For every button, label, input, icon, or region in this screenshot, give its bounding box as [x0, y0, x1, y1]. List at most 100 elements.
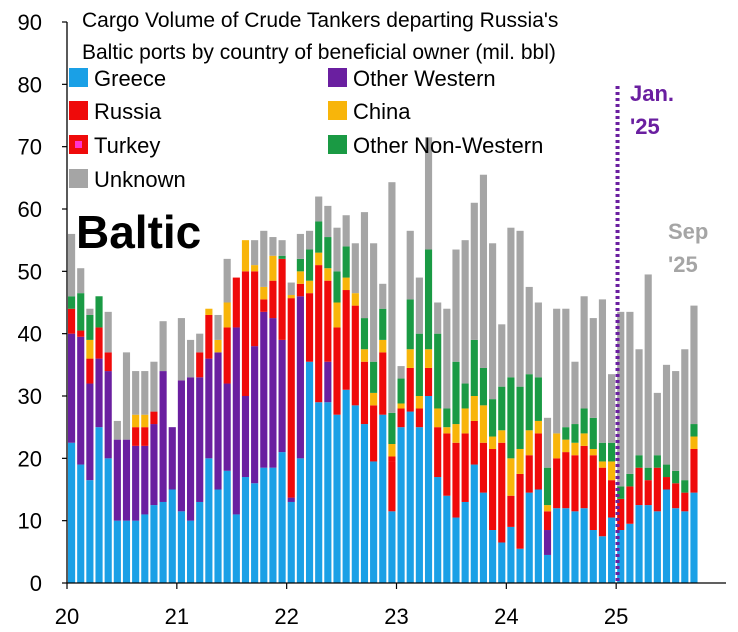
bar-segment-turkey-35: [388, 456, 396, 462]
bar-segment-unknown-35: [388, 182, 396, 413]
bar-segment-china-26: [305, 280, 314, 294]
bar-segment-other-non-western-66: [672, 470, 680, 484]
bar-segment-other-non-western-58: [598, 442, 607, 462]
bar-segment-russia-23: [278, 258, 286, 340]
bar-segment-china-55: [571, 442, 579, 456]
y-tick-label: 10: [18, 509, 42, 534]
bars: [68, 137, 698, 583]
bar-segment-other-non-western-30: [342, 246, 350, 278]
bar-segment-other-non-western-45: [479, 367, 488, 406]
bar-segment-other-non-western-44: [470, 339, 478, 396]
bar-segment-other-western-7: [132, 445, 140, 521]
bar-segment-greece-31: [351, 405, 359, 583]
bar-segment-unknown-46: [489, 243, 497, 400]
bar-segment-greece-40: [434, 477, 442, 583]
bar-segment-greece-22: [269, 467, 277, 583]
bar-segment-russia-30: [342, 290, 350, 390]
bar-segment-other-western-24: [287, 497, 295, 502]
bar-segment-other-western-5: [113, 439, 121, 521]
y-tick-label: 50: [18, 259, 42, 284]
bar-segment-unknown-28: [324, 205, 332, 238]
bar-segment-unknown-21: [260, 230, 268, 287]
bar-segment-greece-57: [589, 530, 597, 583]
bar-segment-greece-29: [333, 414, 341, 583]
bar-segment-other-non-western-41: [443, 408, 451, 428]
bar-segment-china-37: [406, 349, 414, 368]
bar-segment-other-western-2: [86, 383, 94, 481]
bar-segment-other-non-western-56: [580, 408, 588, 434]
bar-segment-other-western-52: [543, 530, 552, 555]
bar-segment-greece-47: [498, 542, 506, 583]
bar-segment-greece-54: [562, 508, 570, 583]
bar-segment-unknown-58: [598, 299, 607, 443]
bar-segment-greece-58: [598, 536, 607, 583]
bar-segment-greece-5: [113, 520, 121, 583]
bar-segment-unknown-12: [177, 318, 185, 381]
bar-segment-unknown-52: [543, 417, 552, 468]
bar-segment-china-22: [269, 255, 277, 281]
y-tick-label: 70: [18, 135, 42, 160]
bar-segment-other-non-western-23: [278, 255, 286, 259]
bar-segment-greece-44: [470, 464, 478, 583]
bar-segment-other-non-western-28: [324, 237, 332, 269]
bar-segment-unknown-45: [479, 174, 488, 368]
bar-segment-other-western-14: [196, 377, 204, 502]
bar-segment-china-33: [370, 392, 378, 406]
bar-segment-other-non-western-32: [360, 318, 369, 350]
bar-segment-other-non-western-42: [452, 361, 460, 425]
bar-segment-russia-33: [370, 405, 378, 462]
bar-segment-china-25: [296, 271, 304, 284]
bar-segment-china-49: [516, 448, 524, 474]
bar-segment-china-45: [479, 405, 488, 443]
bar-segment-greece-21: [260, 467, 268, 583]
bar-segment-russia-63: [644, 480, 652, 506]
bar-segment-greece-12: [177, 511, 185, 583]
bar-segment-greece-63: [644, 505, 652, 583]
bar-segment-greece-46: [489, 530, 497, 583]
bar-segment-russia-38: [415, 408, 423, 428]
bar-segment-russia-61: [626, 486, 634, 524]
bar-segment-russia-22: [269, 280, 277, 319]
legend-label-greece: Greece: [94, 66, 166, 91]
legend-label-other-western: Other Western: [353, 66, 496, 91]
bar-segment-russia-43: [461, 433, 469, 502]
bar-segment-russia-59: [608, 480, 616, 518]
bar-segment-china-51: [534, 420, 542, 434]
bar-segment-unknown-54: [562, 308, 570, 428]
bar-segment-other-non-western-64: [653, 455, 661, 468]
bar-segment-china-56: [580, 433, 588, 446]
bar-segment-greece-4: [104, 458, 112, 583]
bar-segment-other-non-western-33: [370, 361, 378, 393]
bar-segment-unknown-24: [287, 282, 295, 296]
bar-segment-other-western-6: [122, 439, 131, 521]
bar-segment-russia-19: [241, 271, 250, 396]
bar-segment-other-western-1: [77, 336, 85, 465]
bar-segment-china-41: [443, 427, 451, 434]
sep-25-label-line-1: Sep: [668, 219, 708, 244]
bar-segment-unknown-61: [626, 311, 634, 474]
jan-25-label-line-2: '25: [630, 114, 660, 139]
bar-segment-china-2: [86, 339, 94, 359]
legend-swatch-russia: [69, 101, 88, 120]
bar-segment-russia-40: [434, 427, 442, 478]
bar-segment-unknown-1: [77, 268, 85, 294]
bar-segment-unknown-25: [296, 233, 304, 259]
bar-segment-russia-29: [333, 327, 341, 415]
bar-segment-russia-20: [251, 271, 259, 347]
bar-segment-unknown-43: [461, 240, 469, 384]
bar-segment-russia-36: [397, 408, 405, 428]
bar-segment-unknown-60: [617, 311, 625, 487]
bar-segment-other-non-western-36: [397, 378, 405, 404]
bar-segment-china-48: [507, 458, 515, 496]
bar-segment-russia-17: [223, 327, 231, 384]
y-tick-label: 0: [30, 571, 42, 596]
bar-segment-russia-44: [470, 420, 478, 465]
bar-segment-unknown-14: [196, 333, 204, 353]
bar-segment-china-47: [498, 430, 506, 443]
bar-segment-russia-25: [296, 283, 304, 297]
bar-segment-greece-17: [223, 470, 231, 583]
bar-segment-china-50: [525, 430, 533, 456]
bar-segment-other-western-12: [177, 380, 185, 512]
legend-label-unknown: Unknown: [94, 167, 186, 192]
bar-segment-unknown-37: [406, 230, 414, 300]
